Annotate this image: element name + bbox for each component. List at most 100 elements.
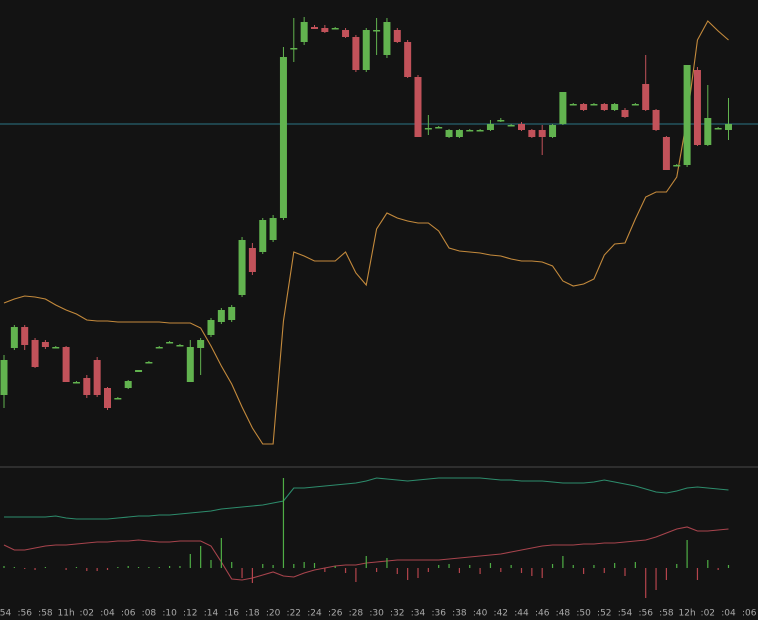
histogram-bar	[707, 560, 709, 568]
candle-body	[248, 248, 256, 272]
candle-body	[31, 340, 39, 367]
candle-body	[238, 240, 246, 295]
histogram-bar	[583, 568, 585, 574]
candle-body	[207, 320, 215, 335]
histogram-bar	[645, 568, 647, 598]
candle-body	[714, 128, 722, 130]
histogram-bar	[717, 568, 719, 570]
histogram-bar	[593, 565, 595, 568]
x-tick-label: :24	[307, 609, 322, 619]
candle-body	[559, 92, 567, 124]
histogram-bar	[293, 564, 295, 568]
x-tick-label: :06	[742, 609, 757, 619]
candle-body	[673, 165, 681, 167]
histogram-bar	[334, 566, 336, 568]
candle-body	[228, 307, 236, 320]
x-tick-label: :58	[659, 609, 674, 619]
histogram-bar	[241, 568, 243, 578]
histogram-bar	[251, 568, 253, 583]
candle-body	[549, 125, 557, 137]
histogram-bar	[3, 566, 5, 568]
histogram-bar	[344, 568, 347, 573]
candle-body	[621, 110, 629, 117]
x-tick-label: :46	[535, 609, 550, 619]
candle-body	[72, 382, 80, 384]
x-tick-label: :38	[452, 609, 467, 619]
histogram-bar	[96, 568, 98, 571]
candle-body	[476, 130, 484, 132]
histogram-bar	[427, 568, 429, 572]
histogram-bar	[624, 568, 626, 576]
candle-body	[176, 345, 184, 347]
histogram-bar	[448, 564, 450, 568]
histogram-bar	[438, 565, 440, 568]
candle-body	[269, 218, 277, 240]
candle-body	[124, 381, 132, 388]
histogram-bar	[634, 562, 636, 568]
candle-body	[569, 104, 577, 106]
histogram-bar	[479, 568, 481, 574]
histogram-bar	[231, 562, 233, 568]
candle-body	[528, 130, 536, 137]
candle-body	[259, 220, 267, 252]
x-tick-label: :56	[638, 609, 653, 619]
candle-body	[435, 127, 443, 129]
candle-body	[611, 104, 619, 110]
candle-body	[590, 104, 598, 106]
histogram-bar	[210, 560, 212, 568]
histogram-bar	[386, 558, 388, 568]
candle-body	[21, 327, 29, 345]
histogram-bar	[313, 563, 316, 568]
histogram-bar	[106, 568, 109, 570]
histogram-bar	[655, 568, 657, 590]
x-tick-label: :36	[431, 609, 446, 619]
histogram-bar	[458, 568, 460, 573]
candle-body	[83, 378, 91, 395]
candle-body	[197, 340, 205, 348]
histogram-bar	[44, 567, 46, 568]
candle-body	[725, 124, 732, 130]
candle-body	[662, 137, 670, 170]
x-tick-label: :40	[473, 609, 488, 619]
candle-body	[10, 327, 18, 348]
candle-body	[279, 57, 287, 218]
histogram-bar	[727, 565, 730, 568]
x-tick-label: :52	[597, 609, 611, 619]
histogram-bar	[303, 562, 305, 568]
candle-body	[580, 104, 588, 110]
histogram-bar	[562, 556, 564, 568]
histogram-bar	[24, 568, 26, 569]
histogram-bar	[407, 568, 409, 580]
x-tick-label: :58	[38, 609, 53, 619]
candle-body	[217, 310, 225, 322]
candle-body	[290, 48, 298, 50]
histogram-bar	[572, 565, 574, 568]
histogram-bar	[417, 568, 419, 578]
candle-body	[52, 347, 60, 349]
histogram-bar	[13, 567, 15, 568]
histogram-bar	[282, 478, 285, 568]
histogram-bar	[510, 565, 512, 568]
candle-body	[414, 77, 422, 137]
histogram-bar	[86, 568, 88, 571]
x-tick-label: :32	[390, 609, 404, 619]
histogram-bar	[520, 568, 523, 573]
candle-body	[166, 342, 174, 344]
x-tick-label: :20	[266, 609, 281, 619]
histogram-bar	[324, 568, 326, 572]
x-tick-label: :06	[121, 609, 136, 619]
x-tick-label: :56	[17, 609, 32, 619]
x-tick-label: :42	[494, 609, 508, 619]
histogram-bar	[137, 567, 140, 568]
histogram-bar	[34, 568, 36, 570]
candle-body	[652, 110, 660, 130]
histogram-bar	[179, 566, 181, 568]
x-tick-label: :26	[328, 609, 343, 619]
x-tick-label: :14	[204, 609, 219, 619]
candle-body	[186, 347, 194, 382]
candle-body	[704, 118, 712, 145]
histogram-bar	[365, 556, 367, 568]
histogram-bar	[75, 567, 78, 568]
candle-body	[41, 342, 49, 347]
x-tick-label: 12h	[679, 609, 696, 619]
